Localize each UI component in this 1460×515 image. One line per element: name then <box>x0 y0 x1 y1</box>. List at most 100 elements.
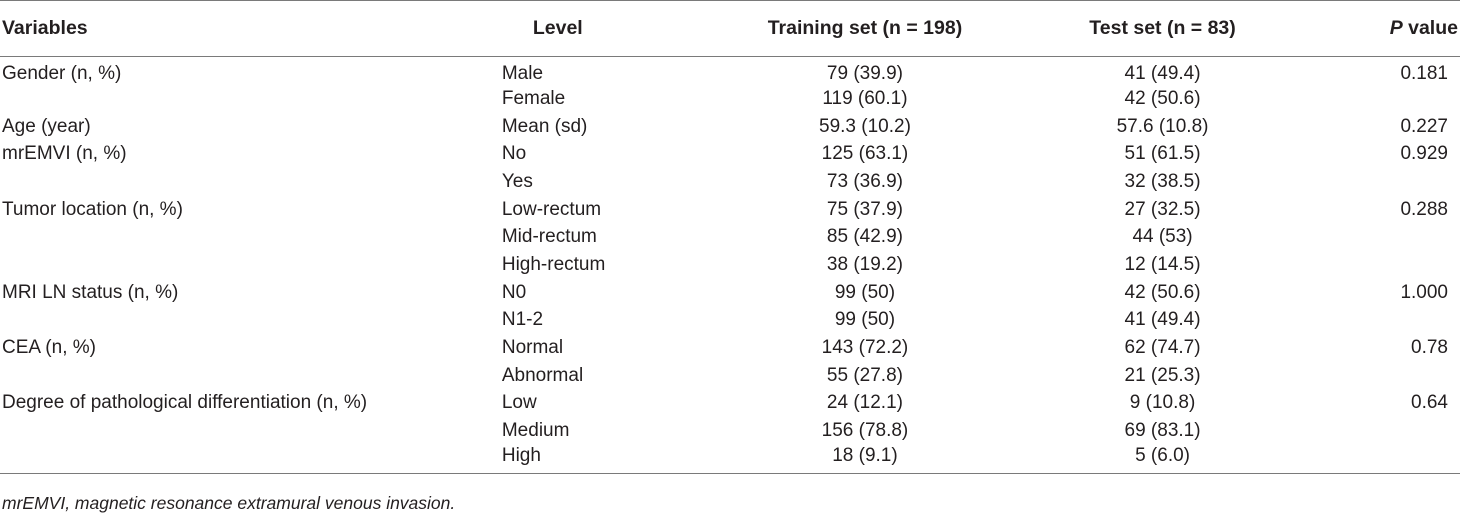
cell-variable <box>0 168 502 196</box>
cell-variable: Gender (n, %) <box>2 63 122 84</box>
cell-training: 73 (36.9) <box>826 170 903 192</box>
cell-test: 69 (83.1) <box>1124 420 1201 442</box>
cell-variable <box>0 444 502 474</box>
cell-variable: mrEMVI (n, %) <box>2 143 127 165</box>
table-row: Gender (n, %) Male 79 (39.9) 41 (49.4) 0… <box>0 57 1460 86</box>
cell-training: 156 (78.8) <box>821 420 909 442</box>
cell-variable <box>0 85 502 113</box>
cell-p-value <box>1292 307 1460 335</box>
cell-p-value: 0.78 <box>1411 337 1448 359</box>
cell-test: 12 (14.5) <box>1124 253 1201 275</box>
cell-training: 18 (9.1) <box>697 444 1033 474</box>
cell-test: 41 (49.4) <box>1124 309 1201 331</box>
baseline-characteristics-table: Variables Level Training set (n = 198) T… <box>0 0 1460 474</box>
cell-training: 79 (39.9) <box>826 63 903 84</box>
table-row: Mid-rectum 85 (42.9) 44 (53) <box>0 223 1460 251</box>
cell-test: 44 (53) <box>1132 226 1193 248</box>
cell-test: 9 (10.8) <box>1129 392 1196 414</box>
header-p-value: P value <box>1292 0 1460 57</box>
table-row: Age (year) Mean (sd) 59.3 (10.2) 57.6 (1… <box>0 113 1460 141</box>
table-row: Tumor location (n, %) Low-rectum 75 (37.… <box>0 196 1460 224</box>
cell-p-value <box>1292 168 1460 196</box>
cell-variable <box>0 417 502 445</box>
table-row: N1-2 99 (50) 41 (49.4) <box>0 307 1460 335</box>
cell-p-value: 0.64 <box>1411 392 1448 414</box>
cell-level: Mid-rectum <box>501 226 597 248</box>
cell-level: N1-2 <box>501 309 544 331</box>
cell-variable: MRI LN status (n, %) <box>2 281 179 303</box>
cell-training: 85 (42.9) <box>826 226 903 248</box>
table-row: High-rectum 38 (19.2) 12 (14.5) <box>0 251 1460 279</box>
cell-test: 41 (49.4) <box>1124 63 1201 84</box>
cell-training: 99 (50) <box>834 281 896 303</box>
cell-training: 143 (72.2) <box>821 337 909 359</box>
header-level: Level <box>501 0 698 57</box>
cell-p-value: 0.288 <box>1400 198 1448 220</box>
cell-training: 59.3 (10.2) <box>819 115 911 137</box>
header-variables: Variables <box>0 0 502 57</box>
cell-test: 5 (6.0) <box>1032 444 1293 474</box>
cell-training: 24 (12.1) <box>826 392 903 414</box>
cell-level: Male <box>501 63 544 84</box>
cell-level: Abnormal <box>501 364 584 386</box>
header-training-set: Training set (n = 198) <box>697 0 1033 57</box>
cell-p-value: 0.181 <box>1400 63 1448 84</box>
cell-p-value <box>1292 251 1460 279</box>
cell-training: 119 (60.1) <box>822 87 908 109</box>
cell-p-value: 1.000 <box>1400 281 1448 303</box>
cell-test: 27 (32.5) <box>1124 198 1201 220</box>
cell-p-value: 0.929 <box>1400 143 1448 165</box>
table-row: Abnormal 55 (27.8) 21 (25.3) <box>0 362 1460 390</box>
table-row: Yes 73 (36.9) 32 (38.5) <box>0 168 1460 196</box>
cell-test: 21 (25.3) <box>1124 364 1201 386</box>
table-header: Variables Level Training set (n = 198) T… <box>0 0 1460 57</box>
table-row: Medium 156 (78.8) 69 (83.1) <box>0 417 1460 445</box>
cell-level: Medium <box>501 420 570 442</box>
cell-variable: Tumor location (n, %) <box>2 198 183 220</box>
cell-level: Low <box>501 392 537 414</box>
cell-variable: CEA (n, %) <box>2 337 96 359</box>
cell-training: 55 (27.8) <box>826 364 903 386</box>
cell-training: 125 (63.1) <box>821 143 909 165</box>
header-p-rest: value <box>1402 17 1458 39</box>
cell-level: N0 <box>501 281 527 303</box>
cell-variable: Degree of pathological differentiation (… <box>2 392 368 414</box>
table-row: CEA (n, %) Normal 143 (72.2) 62 (74.7) 0… <box>0 334 1460 362</box>
cell-variable: Age (year) <box>2 115 91 137</box>
cell-level: Low-rectum <box>501 198 602 220</box>
cell-level: High <box>501 444 698 474</box>
cell-level: Female <box>501 87 566 109</box>
cell-test: 42 (50.6) <box>1124 87 1201 109</box>
cell-variable <box>0 307 502 335</box>
header-p-italic: P <box>1389 17 1403 39</box>
cell-test: 51 (61.5) <box>1124 143 1201 165</box>
cell-p-value <box>1292 362 1460 390</box>
table-row: High 18 (9.1) 5 (6.0) <box>0 444 1460 474</box>
table-row: mrEMVI (n, %) No 125 (63.1) 51 (61.5) 0.… <box>0 140 1460 168</box>
cell-p-value: 0.227 <box>1400 115 1448 137</box>
cell-variable <box>0 251 502 279</box>
cell-level: High-rectum <box>501 253 606 275</box>
cell-level: No <box>501 143 527 165</box>
cell-p-value <box>1292 417 1460 445</box>
table-body: Gender (n, %) Male 79 (39.9) 41 (49.4) 0… <box>0 57 1460 474</box>
cell-p-value <box>1292 85 1460 113</box>
cell-variable <box>0 362 502 390</box>
cell-training: 99 (50) <box>834 309 896 331</box>
cell-test: 32 (38.5) <box>1124 170 1201 192</box>
cell-variable <box>0 223 502 251</box>
cell-level: Mean (sd) <box>501 115 588 137</box>
cell-test: 42 (50.6) <box>1124 281 1201 303</box>
cell-test: 62 (74.7) <box>1124 337 1201 359</box>
header-row: Variables Level Training set (n = 198) T… <box>0 0 1460 57</box>
cell-p-value <box>1292 223 1460 251</box>
cell-training: 75 (37.9) <box>826 198 903 220</box>
table-row: Degree of pathological differentiation (… <box>0 390 1460 418</box>
cell-test: 57.6 (10.8) <box>1116 115 1209 137</box>
table-row: Female 119 (60.1) 42 (50.6) <box>0 85 1460 113</box>
table-footnote: mrEMVI, magnetic resonance extramural ve… <box>2 493 456 513</box>
cell-training: 38 (19.2) <box>826 253 903 275</box>
cell-level: Normal <box>501 337 564 359</box>
header-test-set: Test set (n = 83) <box>1032 0 1293 57</box>
